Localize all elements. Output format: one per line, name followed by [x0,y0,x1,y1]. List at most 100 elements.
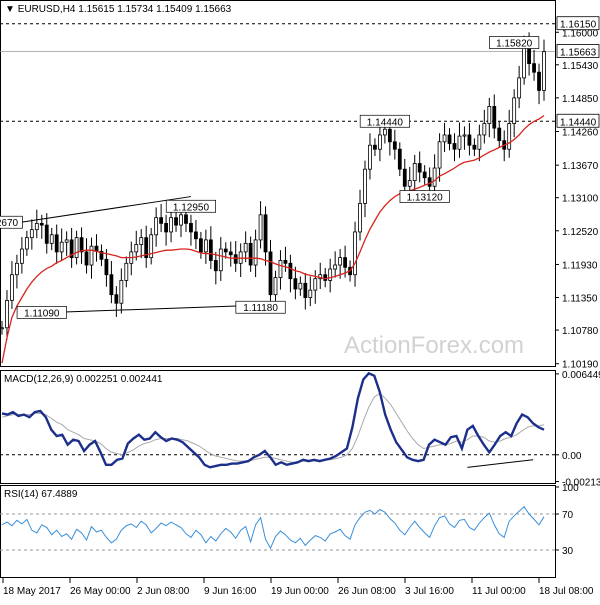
candle [238,243,243,278]
xtick-label: 9 Jun 16:00 [204,586,257,597]
price-header: ▼ EURUSD,H4 1.15615 1.15734 1.15409 1.15… [5,4,232,15]
candle [39,214,44,239]
candle-body [392,141,397,150]
moving-average-line [1,115,545,364]
candle [119,268,124,314]
candle [228,241,233,267]
candle-body [253,239,258,266]
candle [313,270,318,304]
macd-plot [0,371,555,469]
candle [223,242,228,259]
xtick-label: 11 Jul 00:00 [472,586,526,597]
annotation-box [16,306,67,319]
candle-body [114,294,119,304]
candle-body [378,134,382,150]
candle [124,256,129,288]
price-title: EURUSD,H4 [18,4,76,15]
candle-body [208,239,213,261]
candle-body [164,222,168,233]
annotation-text: 1.11090 [24,308,60,319]
candle-body [54,234,59,253]
price-ytick-label: 1.11350 [562,294,598,305]
candle-body [462,134,467,137]
candle-body [104,258,109,276]
annotation-box [359,114,410,128]
candle [273,270,278,302]
candle-body [497,127,502,142]
candle [203,229,208,264]
candle [233,241,238,272]
candle [134,230,139,261]
candle-body [89,245,94,266]
candle [34,209,39,239]
level-label-text: 1.14440 [560,117,597,128]
candle-body [39,222,44,226]
rsi-title: RSI(14) 67.4889 [4,489,78,500]
candle-body [263,214,268,253]
ohlc-high: 1.15734 [117,4,154,15]
candle [99,244,104,267]
annotation-text: 1.14440 [367,117,404,128]
candle-body [442,134,447,143]
macd-ytick-label: -0.002134 [562,478,600,489]
annotation-label: 1.11090 [16,306,67,319]
candle [94,234,99,262]
candle [84,238,89,274]
macd-title: MACD(12,26,9) 0.002251 0.002441 [4,374,163,385]
price-plot: 1.15820 1.14440 1.13120 1.12950 1.11180 1.110… [0,23,555,364]
current-price-box [556,44,600,58]
candle [139,229,144,259]
price-ytick-label: 1.15430 [562,61,599,72]
candle [59,228,64,261]
candle [218,237,223,281]
annotation-box [165,199,217,213]
rsi-panel-frame [0,485,556,578]
macd-signal-line [1,392,545,463]
price-ytick-label: 1.14260 [562,128,599,139]
candle [298,276,303,296]
candle [44,213,49,254]
candle-body [29,229,34,239]
level-label-text: 1.16150 [560,20,597,31]
annotation-text: 1.15820 [496,39,533,50]
candle [194,219,198,250]
candle [397,142,402,177]
candle-body [517,77,522,99]
price-ytick-label: 1.13100 [562,194,599,205]
candle [109,261,114,304]
candle-body [233,254,238,264]
candle [174,210,178,232]
candle [283,246,288,272]
candle [447,128,452,151]
candle [492,94,497,139]
candle [308,276,313,307]
candle-body [457,135,462,150]
candle [198,231,203,259]
candle-body [333,264,338,270]
candle [208,226,213,270]
candle [412,154,417,195]
level-label-1: 1.14440 [556,113,600,128]
candle-body [248,242,253,266]
candle [248,236,253,272]
macd-divergence-line [467,459,534,468]
candle [467,122,472,156]
price-ytick-label: 1.14850 [562,94,599,105]
candle [442,122,447,153]
candle-body [169,217,173,233]
candle-body [10,274,14,301]
watermark: ActionForex.com [344,332,524,359]
candle [303,273,308,310]
level-label-box [556,16,600,31]
candle-body [15,262,19,276]
candle-body [273,277,278,296]
candle-body [258,214,263,241]
candle-body [19,248,24,264]
candle-body [293,278,298,290]
candle-body [124,262,129,281]
candle [293,266,298,300]
candle [129,241,134,276]
candle-body [432,167,437,187]
candle [79,227,84,264]
candle-body [467,134,472,146]
